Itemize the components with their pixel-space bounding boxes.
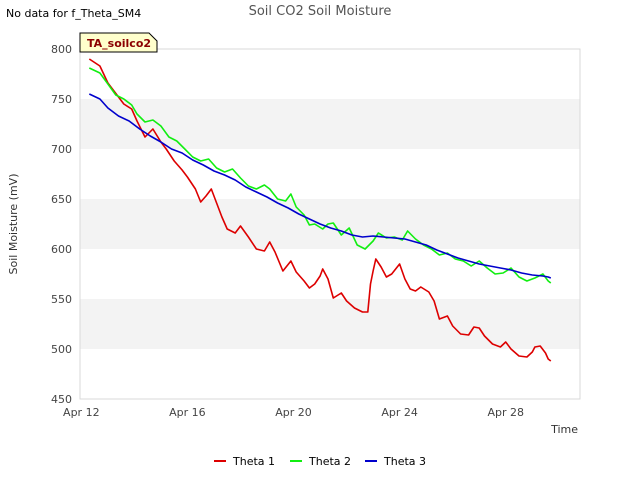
series-lines [88,58,552,362]
y-tick-label: 550 [51,293,72,306]
grid-band [80,249,580,299]
tag-box-shape [79,32,158,53]
y-tick-label: 700 [51,143,72,156]
y-tick-label: 500 [51,343,72,356]
chart-title: Soil CO2 Soil Moisture [249,4,392,19]
no-data-note: No data for f_Theta_SM4 [6,7,141,20]
x-tick-label: Apr 24 [381,406,418,419]
legend-label: Theta 1 [232,455,275,468]
series-line-theta-1 [88,58,552,362]
y-tick-label: 800 [51,43,72,56]
x-tick-label: Apr 16 [169,406,206,419]
grid-band [80,99,580,149]
x-tick-label: Apr 28 [487,406,524,419]
legend-label: Theta 2 [308,455,351,468]
legend: Theta 1 Theta 2 Theta 3 [214,455,426,468]
x-tick-label: Apr 12 [63,406,100,419]
grid-bands [80,49,580,399]
y-tick-label: 650 [51,193,72,206]
grid-band [80,149,580,199]
tag-label: TA_soilco2 [87,37,151,50]
grid-band [80,49,580,99]
grid-band [80,299,580,349]
y-axis: 450 500 550 600 650 700 750 800 [51,43,72,406]
series-line-theta-3 [88,93,552,279]
legend-label: Theta 3 [383,455,426,468]
y-tick-label: 750 [51,93,72,106]
x-tick-label: Apr 20 [275,406,312,419]
x-axis: Apr 12 Apr 16 Apr 20 Apr 24 Apr 28 [63,406,524,419]
grid-band [80,349,580,399]
x-axis-title: Time [550,423,578,436]
y-axis-title: Soil Moisture (mV) [7,174,20,275]
plot-area-border [79,48,581,400]
y-tick-label: 600 [51,243,72,256]
y-tick-label: 450 [51,393,72,406]
tag-box: TA_soilco2 [79,32,158,53]
